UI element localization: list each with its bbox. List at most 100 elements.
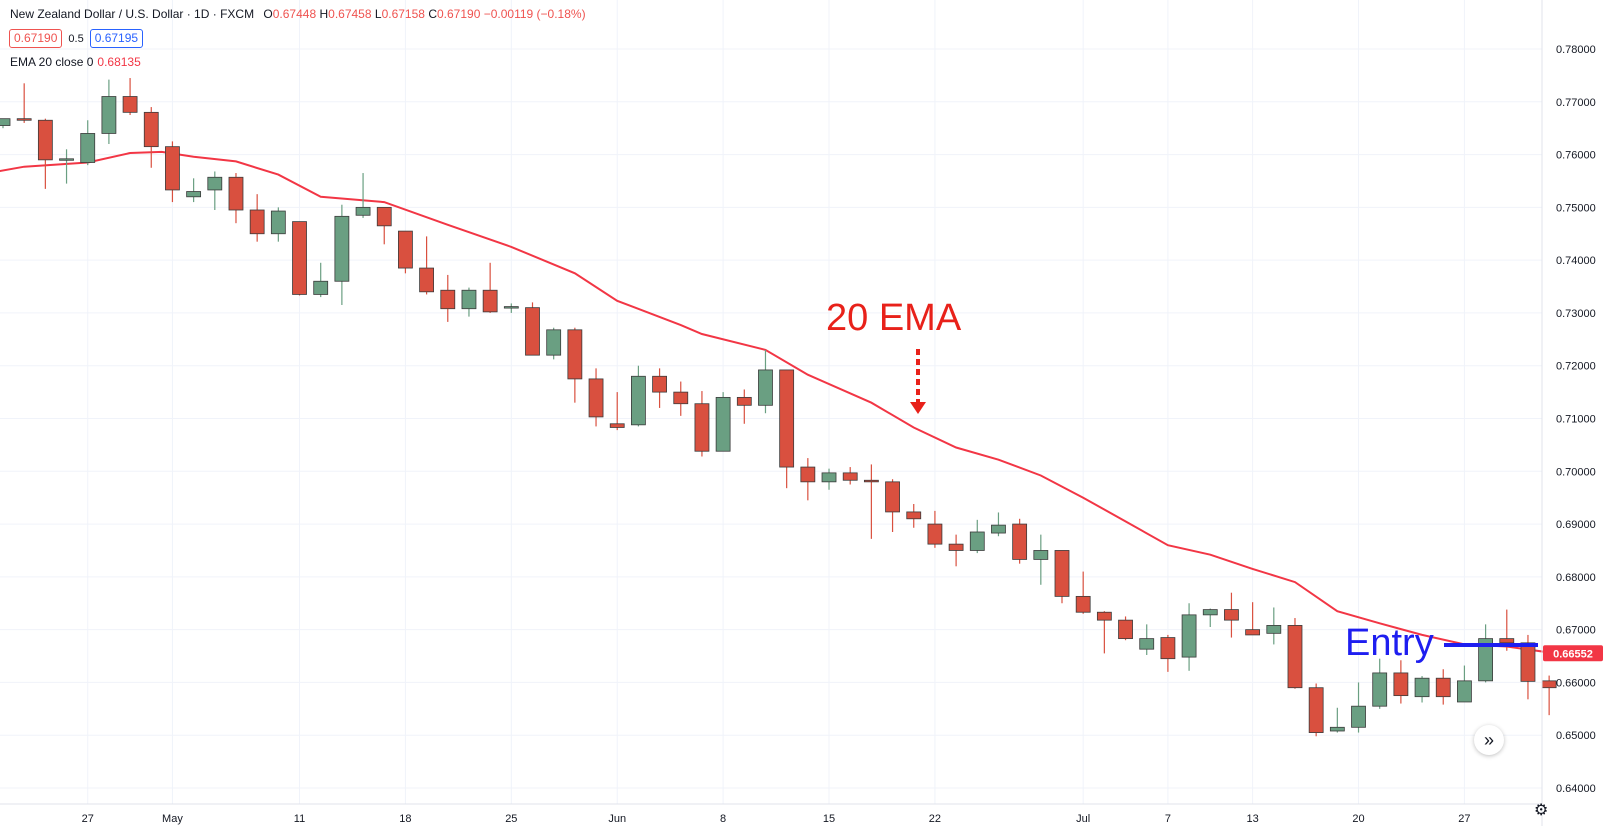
x-tick-label: 18 [399,813,411,825]
candle-body [376,206,392,227]
candle [1393,660,1409,704]
candle-body [59,158,74,161]
ema-indicator-value: 0.68135 [97,55,141,69]
candle [927,510,943,548]
candle-body [1096,611,1112,621]
y-tick-label: 0.77000 [1556,97,1596,109]
symbol-title[interactable]: New Zealand Dollar / U.S. Dollar · 1D · … [10,7,255,21]
candle [1478,624,1493,683]
candle-body [292,221,307,295]
candlestick-series [0,78,1557,737]
double-chevron-right-icon: » [1483,729,1494,750]
candle [694,391,710,457]
candle [673,381,689,416]
y-tick-label: 0.78000 [1556,44,1596,56]
ema-line-layer [0,150,1556,655]
candle [546,327,562,360]
candle-body [1118,619,1133,640]
candle [1287,618,1303,689]
candle [991,512,1006,537]
candle [1329,707,1345,733]
candle-body [16,118,32,121]
candle-body [228,176,244,211]
candle [821,468,837,490]
buy-button[interactable]: 0.67195 [89,29,144,48]
candle-body [1245,629,1261,636]
candle-body [694,403,710,452]
candle-body [1266,625,1282,634]
candle [1308,683,1324,737]
candle-body [1308,687,1324,733]
chart-settings-button[interactable]: ⚙ [1534,800,1548,820]
x-tick-label: 27 [1458,813,1470,825]
candle [1372,658,1388,709]
candle-body [1287,625,1303,689]
candle [779,369,795,489]
candle-body [1372,672,1388,707]
candle-body [673,391,689,405]
candle [143,107,159,168]
spread-value: 0.5 [68,32,84,45]
y-tick-label: 0.65000 [1556,730,1596,742]
candle-body [863,479,879,483]
candle-body [652,375,667,393]
candle [758,349,773,414]
candle-body [885,481,900,513]
candle-body [1181,614,1197,658]
y-tick-label: 0.71000 [1556,414,1596,426]
candle-body [503,306,519,309]
candle-body [0,118,11,126]
candle [1012,518,1028,564]
candle-body [842,472,858,481]
candle-body [101,96,117,134]
candle-body [249,209,265,235]
candle-body [927,523,943,545]
scroll-to-realtime-button[interactable]: » [1474,725,1504,755]
candle-body [969,531,985,551]
open-value: 0.67448 [272,7,317,21]
y-tick-label: 0.75000 [1556,202,1596,214]
candle [800,458,816,501]
candle [715,392,731,452]
candle [842,467,858,485]
candle-body [482,289,498,313]
candle [736,389,752,424]
candle-body [461,289,477,310]
candle-body [991,524,1006,534]
candle [419,236,435,295]
candle [1266,607,1282,645]
candle-body [398,230,413,269]
y-tick-label: 0.64000 [1556,783,1596,795]
candle-body [1457,680,1472,703]
y-tick-label: 0.69000 [1556,519,1596,531]
sell-button[interactable]: 0.67190 [9,29,63,48]
candle-body [334,215,350,282]
candle-body [143,111,159,148]
candle [1118,616,1133,641]
ema-indicator-legend[interactable]: EMA 20 close 0 0.68135 [10,55,141,69]
candle-body [122,96,138,113]
time-axis[interactable]: 27 May 11 18 25 Jun 8 15 22 Jul 7 13 20 27 [82,813,1471,825]
ohlc-values: O0.67448 H0.67458 L0.67158 C0.67190 −0.0… [263,7,586,21]
quote-row: 0.67190 0.5 0.67195 [9,29,144,48]
candle-body [1202,609,1218,616]
y-tick-label: 0.74000 [1556,255,1596,267]
gear-icon: ⚙ [1534,802,1549,819]
candle [567,327,583,403]
candle [1075,571,1091,614]
ema-annotation-label: 20 EMA [826,297,962,339]
candle [440,274,456,322]
candle [165,141,180,203]
candle [1054,550,1070,604]
candle [1096,611,1112,654]
candle-body [758,369,773,406]
high-value: 0.67458 [328,7,372,21]
price-axis[interactable]: 0.78000 0.77000 0.76000 0.75000 0.74000 0.730… [1556,44,1596,795]
candle-body [1414,677,1430,698]
x-tick-label: 25 [505,813,517,825]
candle [588,368,604,427]
x-tick-label: May [162,813,183,825]
candle-body [440,289,456,310]
candle [525,302,540,356]
